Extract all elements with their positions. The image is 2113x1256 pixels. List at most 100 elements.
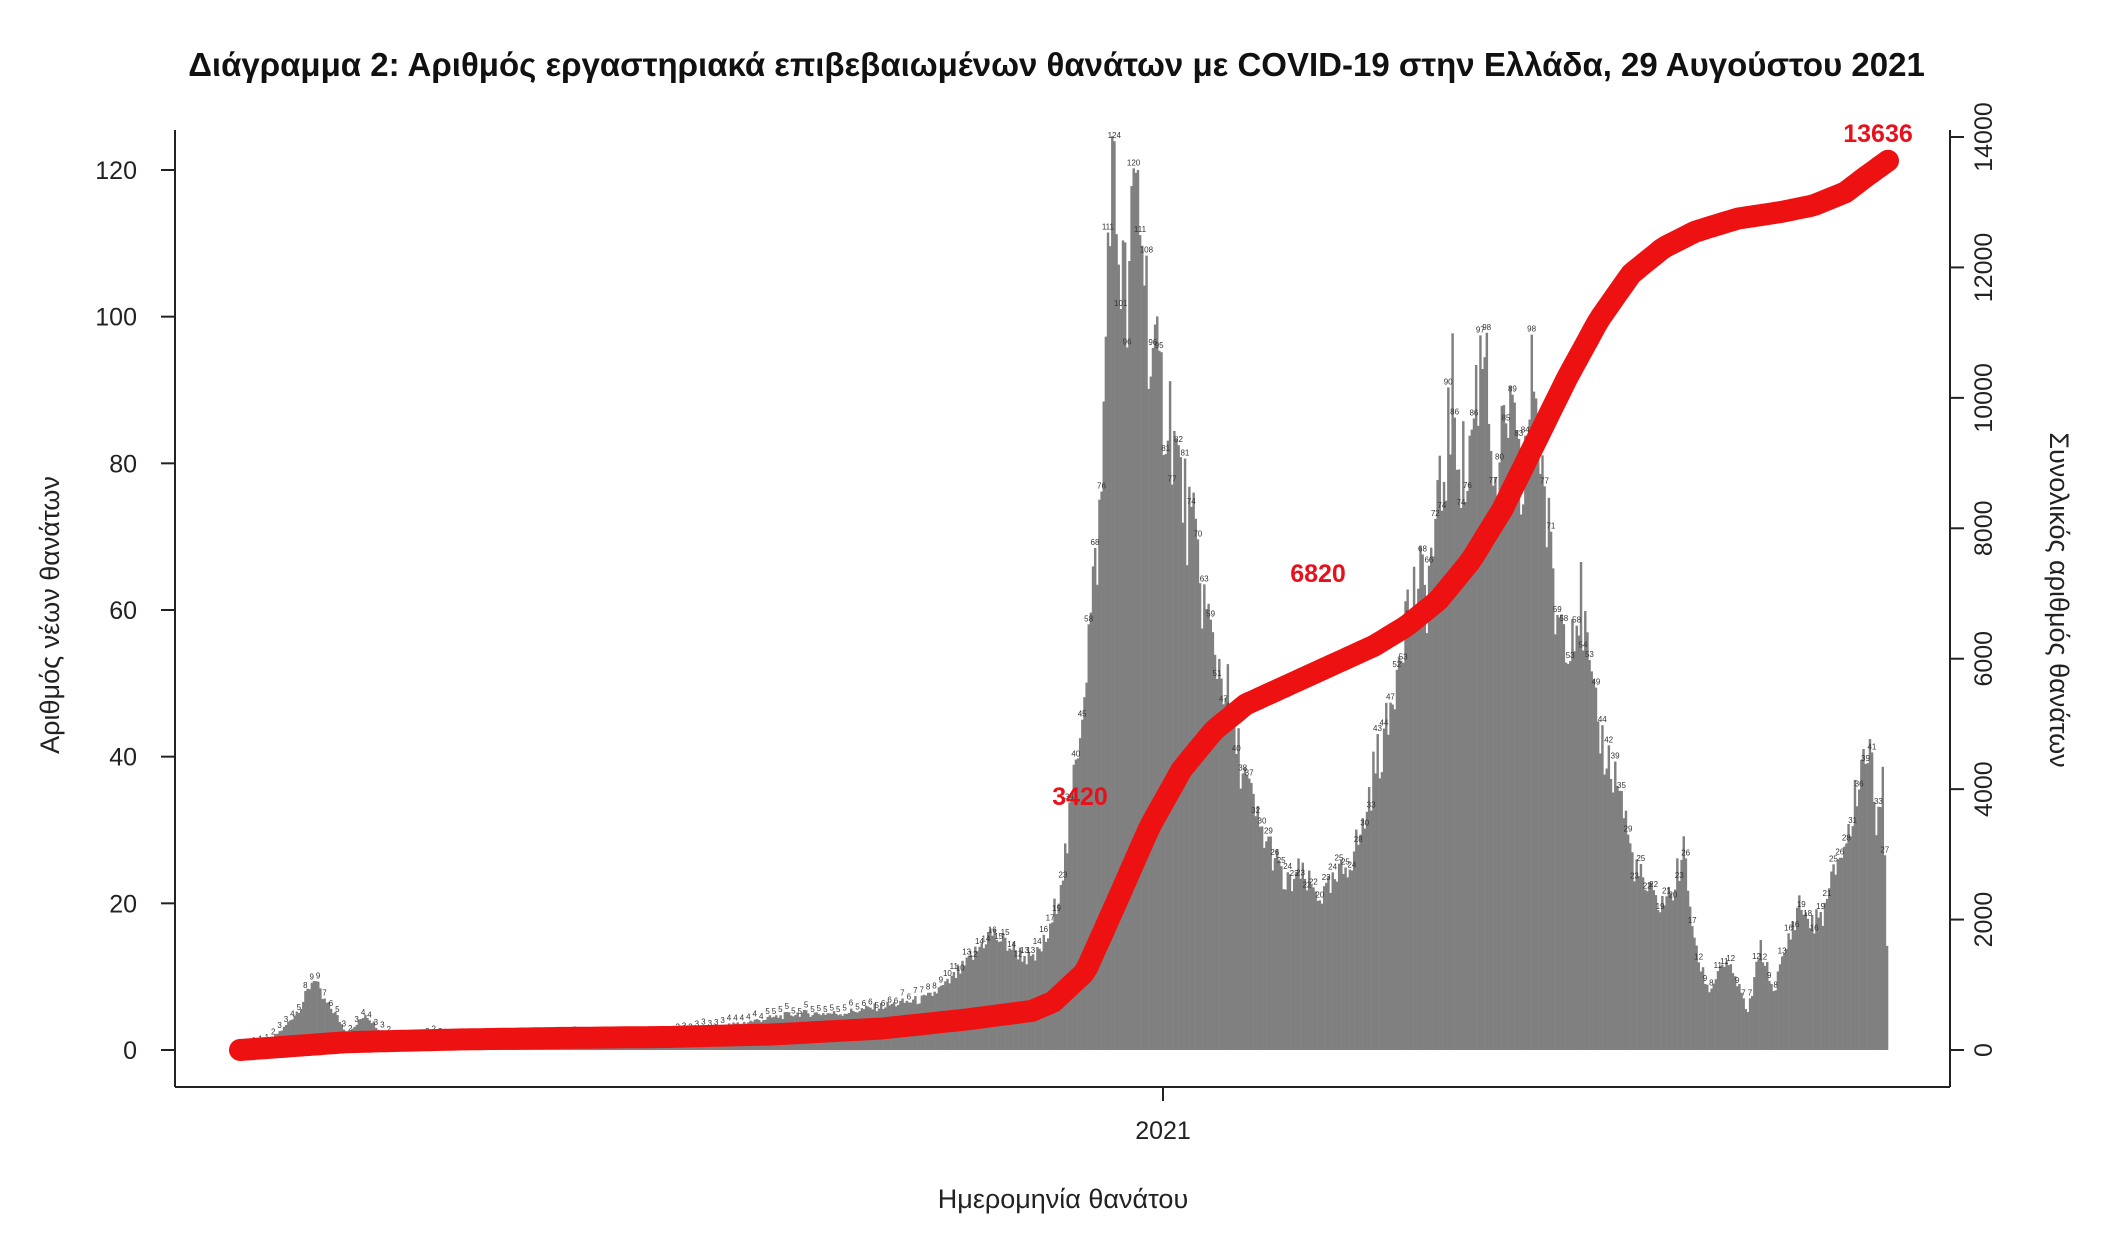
bar-value-label: 53 [1585, 650, 1594, 659]
bar [1314, 891, 1317, 1050]
bar [1402, 662, 1405, 1050]
bar [1207, 603, 1210, 1050]
bar [1061, 880, 1065, 1050]
bar [1804, 912, 1807, 1050]
bar [1496, 522, 1499, 1050]
bar-value-label: 20 [1668, 890, 1677, 899]
bar [1825, 898, 1829, 1050]
bar [1004, 937, 1007, 1050]
bar [1821, 925, 1825, 1050]
bar [1408, 619, 1412, 1050]
bar [1667, 886, 1670, 1050]
bar [1652, 890, 1656, 1050]
bar-value-label: 86 [1469, 409, 1478, 418]
bar-value-label: 29 [1264, 827, 1273, 836]
bar-value-label: 44 [1380, 719, 1389, 728]
bar [1866, 763, 1870, 1050]
bar [1738, 983, 1741, 1050]
bar [1547, 497, 1551, 1051]
bar-value-label: 5 [804, 1000, 809, 1009]
bar-value-label: 22 [1649, 880, 1658, 889]
bar-value-label: 4 [727, 1013, 732, 1022]
bar-value-label: 5 [874, 1001, 879, 1010]
bar-value-label: 37 [1245, 769, 1254, 778]
bar-value-label: 8 [1773, 980, 1778, 989]
bar [1836, 859, 1840, 1050]
bar [1759, 940, 1763, 1050]
bar [1571, 619, 1574, 1050]
bar [1427, 565, 1431, 1050]
bar-value-label: 3 [380, 1020, 385, 1029]
bar [1624, 810, 1628, 1050]
bar-value-label: 96 [1148, 338, 1157, 347]
bar [1111, 136, 1114, 1050]
bar [1307, 870, 1311, 1050]
y2-tick-label: 8000 [1970, 500, 1998, 556]
bar-value-label: 39 [1611, 752, 1620, 761]
bar [1661, 896, 1664, 1050]
bar [325, 1002, 329, 1050]
bar-value-label: 77 [1540, 476, 1549, 485]
bar-value-label: 5 [817, 1004, 822, 1013]
bar [1678, 880, 1681, 1050]
bar [1100, 491, 1103, 1051]
bar [1385, 702, 1388, 1050]
bar-value-label: 86 [1450, 408, 1459, 417]
bar [1098, 499, 1101, 1051]
bar [1245, 775, 1249, 1050]
bar [965, 957, 968, 1050]
bar-value-label: 4 [733, 1014, 738, 1023]
bar [1599, 753, 1602, 1050]
bar-value-label: 8 [1709, 979, 1714, 988]
bar-value-label: 49 [1591, 678, 1600, 687]
bar [1434, 518, 1437, 1050]
y-tick-label: 60 [109, 597, 137, 625]
bar [1776, 971, 1780, 1050]
bar [1830, 871, 1833, 1050]
bar-value-label: 23 [1290, 869, 1299, 878]
bar-value-label: 13 [962, 948, 971, 957]
bar [995, 939, 998, 1050]
bar-value-label: 36 [1855, 780, 1864, 789]
bar [1594, 687, 1598, 1050]
bar [1378, 778, 1382, 1050]
bar [1551, 568, 1555, 1050]
bar [1357, 844, 1360, 1050]
bar [1010, 949, 1013, 1050]
bar-value-label: 7 [1741, 988, 1746, 997]
bar [1230, 713, 1234, 1050]
bar [1355, 829, 1358, 1050]
bar [1263, 847, 1266, 1050]
bar [1802, 914, 1805, 1050]
bar [980, 943, 983, 1050]
bar-value-label: 47 [1386, 693, 1395, 702]
bar [1404, 601, 1407, 1050]
bar [1695, 945, 1698, 1050]
bar [1766, 962, 1769, 1050]
bar [1286, 872, 1290, 1050]
bar [1761, 962, 1765, 1050]
bar-value-label: 82 [1174, 435, 1183, 444]
bar-value-label: 54 [1579, 641, 1588, 650]
bar [1633, 881, 1636, 1050]
bar [1400, 660, 1403, 1050]
bar-value-label: 120 [1127, 158, 1141, 167]
bar [332, 1013, 335, 1050]
bar [1194, 518, 1197, 1050]
bar-value-label: 40 [1232, 744, 1241, 753]
bar-value-label: 26 [1835, 848, 1844, 857]
bar-value-label: 4 [361, 1008, 366, 1017]
bar [1806, 918, 1810, 1050]
bar [1477, 425, 1480, 1050]
bar [1472, 418, 1476, 1050]
bar-value-label: 68 [1418, 544, 1427, 553]
bar [1740, 992, 1743, 1050]
bar-value-label: 16 [1039, 925, 1048, 934]
bar [1102, 401, 1105, 1050]
bar-value-label: 6 [868, 998, 873, 1007]
bar-value-label: 42 [1604, 735, 1613, 744]
bar [1838, 857, 1842, 1050]
bar-value-label: 5 [836, 1005, 841, 1014]
bar [1626, 834, 1630, 1050]
bar-value-label: 32 [1251, 806, 1260, 815]
